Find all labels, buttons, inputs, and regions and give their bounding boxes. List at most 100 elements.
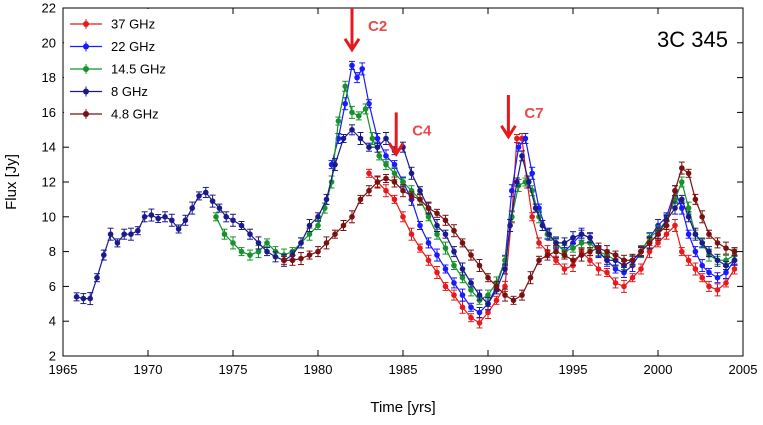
data-point: [570, 234, 576, 241]
data-point: [685, 170, 692, 177]
data-point: [723, 269, 729, 276]
data-point: [546, 231, 552, 237]
data-point: [685, 205, 692, 211]
data-point: [451, 227, 457, 234]
legend-background: [64, 9, 176, 127]
data-point: [502, 292, 508, 298]
data-point: [570, 245, 576, 251]
data-point: [561, 240, 568, 246]
data-point: [362, 106, 369, 112]
y-tick-label: 2: [49, 349, 56, 364]
data-point: [655, 231, 661, 237]
legend-marker: [83, 88, 89, 95]
annotations-layer: C2 C4 C7: [343, 8, 544, 157]
data-point: [400, 187, 406, 194]
legend-label: 4.8 GHz: [111, 107, 159, 122]
data-point: [706, 248, 712, 255]
data-point: [135, 227, 141, 234]
data-point: [714, 240, 721, 246]
annotation-c2: C2: [343, 8, 387, 53]
data-point: [425, 205, 432, 211]
data-point: [679, 179, 685, 185]
data-point: [553, 257, 559, 264]
data-point: [175, 226, 182, 232]
data-point: [94, 274, 100, 281]
y-tick-label: 10: [42, 209, 56, 224]
data-point: [80, 295, 87, 302]
annotation-arrow-head: [387, 142, 405, 157]
data-point: [646, 248, 653, 255]
data-point: [349, 214, 355, 220]
legend-label: 8 GHz: [111, 84, 148, 99]
data-point: [306, 231, 313, 237]
data-point: [230, 240, 236, 246]
data-point: [357, 196, 364, 203]
legend-marker: [83, 21, 89, 27]
data-point: [685, 214, 692, 220]
x-axis-label: Time [yrs]: [370, 399, 435, 416]
data-point: [434, 231, 440, 237]
data-point: [391, 196, 398, 203]
y-tick-label: 4: [49, 314, 56, 329]
data-point: [354, 74, 360, 81]
data-point: [679, 196, 685, 203]
data-point: [340, 222, 347, 229]
data-point: [349, 109, 355, 116]
data-point: [692, 266, 699, 272]
data-point: [391, 179, 398, 185]
legend-item: 37 GHz: [70, 17, 155, 32]
data-point: [692, 248, 699, 255]
data-point: [459, 240, 466, 246]
data-point: [459, 292, 466, 298]
data-point: [366, 100, 372, 107]
x-tick-label: 1985: [389, 362, 418, 377]
data-point: [539, 222, 546, 229]
data-point: [672, 222, 678, 229]
data-point: [323, 240, 330, 246]
y-tick-label: 16: [42, 105, 56, 120]
data-point: [298, 240, 304, 246]
data-point: [714, 287, 721, 293]
data-point: [485, 292, 491, 298]
data-point: [468, 287, 474, 293]
data-point: [366, 170, 372, 177]
data-point: [141, 214, 148, 220]
data-point: [400, 214, 406, 220]
data-point: [468, 314, 474, 321]
data-point: [376, 153, 383, 159]
data-point: [182, 217, 189, 224]
data-point: [221, 231, 228, 237]
data-point: [529, 170, 535, 177]
data-point: [128, 231, 134, 237]
data-point: [502, 266, 508, 272]
data-point: [340, 135, 347, 142]
data-point: [323, 196, 330, 203]
data-point: [699, 274, 705, 281]
data-point: [356, 113, 362, 119]
annotation-label: C2: [368, 18, 387, 35]
data-point: [519, 292, 525, 298]
x-tick-label: 1990: [474, 362, 503, 377]
data-point: [107, 231, 114, 237]
data-point: [417, 245, 423, 251]
data-point: [587, 257, 593, 264]
data-point: [306, 252, 313, 258]
annotation-label: C7: [524, 105, 543, 122]
data-point: [366, 187, 372, 194]
data-point: [391, 170, 398, 177]
legend-label: 14.5 GHz: [111, 62, 166, 77]
data-point: [374, 135, 381, 142]
data-point: [374, 179, 381, 185]
legend-label: 22 GHz: [111, 39, 155, 54]
data-point: [203, 189, 209, 196]
data-point: [485, 301, 491, 307]
legend-item: 14.5 GHz: [70, 62, 166, 77]
data-point: [400, 179, 406, 185]
data-point: [502, 257, 508, 264]
data-point: [646, 240, 653, 246]
data-point: [629, 257, 636, 264]
series-4-8-ghz: [281, 161, 738, 305]
data-point: [493, 283, 500, 290]
data-point: [272, 254, 279, 260]
